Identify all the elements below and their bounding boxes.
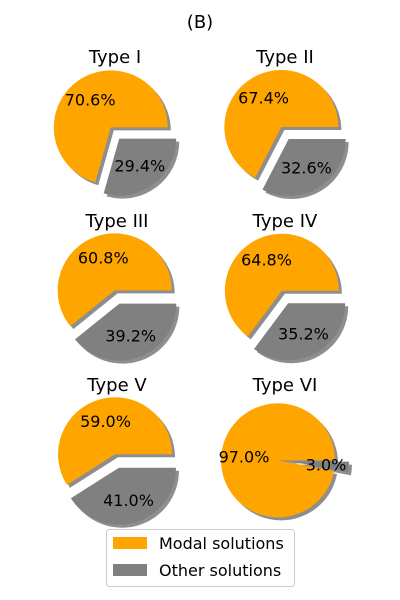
pie-slice-other [74,303,177,361]
pie-slice-other [262,138,346,196]
pie-title: Type I [88,47,141,68]
pie-percent-label: 97.0% [219,448,270,467]
pie-percent-label: 39.2% [105,326,156,345]
pie-slice-modal [221,403,336,518]
pie-percent-label: 3.0% [306,455,347,474]
legend-label-modal: Modal solutions [159,534,284,553]
legend-frame [106,529,295,587]
pie-slice-modal [224,70,339,178]
pie-slice-modal [57,233,172,327]
legend: Modal solutions Other solutions [106,529,295,587]
legend-swatch-modal [113,537,147,549]
pie-percent-label: 70.6% [65,91,116,110]
pie-chart: Type I 70.6% 29.4% [53,47,180,199]
figure-title: (B) [187,12,213,33]
pie-slice-other [291,461,349,473]
pie-percent-label: 64.8% [241,251,292,270]
pie-chart: Type V 59.0% 41.0% [58,375,179,528]
pie-chart: Type VI 97.0% 3.0% [219,375,352,521]
pie-title: Type V [86,375,147,396]
pie-chart: Type III 60.8% 39.2% [57,211,180,364]
pie-title: Type II [255,47,314,68]
pie-title: Type IV [252,211,318,232]
pie-percent-label: 67.4% [238,88,289,107]
pie-slice-other [70,467,176,525]
pie-slice-modal [53,70,168,183]
pie-slice-other [103,138,177,196]
pie-percent-label: 32.6% [281,159,332,178]
pie-slice-modal [224,233,339,337]
legend-label-other: Other solutions [159,561,281,580]
pie-title: Type III [85,211,149,232]
pie-percent-label: 60.8% [78,249,129,268]
pie-chart: Type IV 64.8% 35.2% [224,211,349,364]
pie-slice-modal [58,397,173,485]
pie-title: Type VI [252,375,318,396]
pie-percent-label: 35.2% [278,324,329,343]
pie-percent-label: 59.0% [80,412,131,431]
legend-swatch-other [113,564,147,576]
pie-chart: Type II 67.4% 32.6% [224,47,349,199]
pie-percent-label: 29.4% [114,156,165,175]
pie-percent-label: 41.0% [103,491,154,510]
pie-slice-other [254,303,346,361]
